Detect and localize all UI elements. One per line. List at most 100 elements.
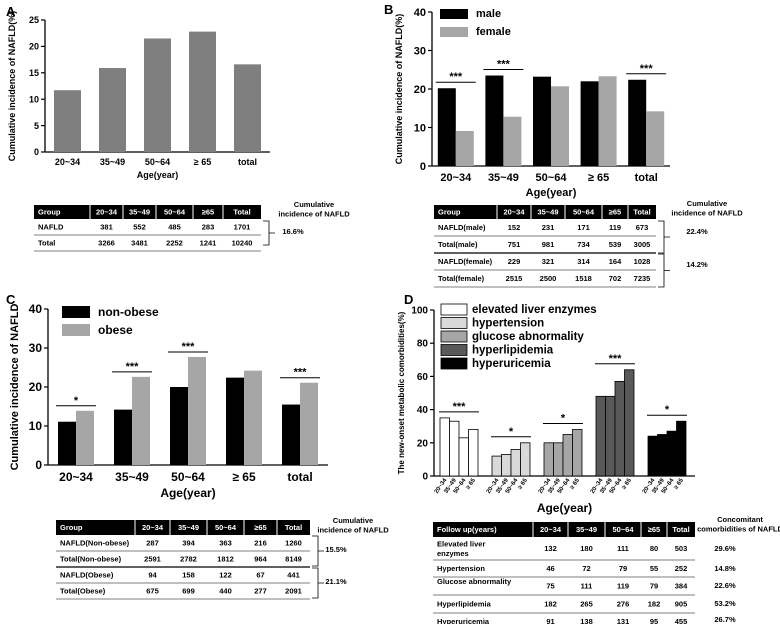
- x-tick-label: total: [635, 172, 658, 184]
- side-value: 14.8%: [714, 564, 736, 573]
- table-cell: 182: [648, 600, 661, 609]
- table-cell: 2591: [144, 555, 161, 564]
- table-header-cell: ≥65: [648, 525, 660, 534]
- x-tick-label: 50~64: [536, 172, 568, 184]
- x-tick-label: 35~49: [115, 470, 149, 484]
- table-cell: 702: [609, 274, 622, 283]
- table-cell: 3481: [131, 239, 148, 248]
- bar-non-obese-35-49: [114, 409, 132, 465]
- bar-obese-20-34: [76, 410, 94, 465]
- table-header-cell: Total: [285, 523, 302, 532]
- bar-hyperlipidemia-20-34: [595, 395, 606, 477]
- table-cell: 46: [546, 564, 554, 573]
- table-header-cell: 50~64: [573, 208, 595, 217]
- table-cell: 79: [650, 582, 658, 591]
- table-cell: 1812: [217, 555, 234, 564]
- table-header-cell: Group: [38, 208, 61, 217]
- bar-hyperlipidemia-65: [624, 369, 635, 477]
- y-tick-label: 30: [29, 341, 43, 355]
- table-header-band: [34, 205, 261, 219]
- bar-elevated-liver-enzymes-50-64: [458, 437, 469, 477]
- bar-male-50-64: [533, 76, 551, 166]
- table-cell: 539: [609, 240, 622, 249]
- table-cell: NAFLD(male): [438, 223, 486, 232]
- table-cell: 55: [650, 564, 658, 573]
- y-tick-label: 40: [417, 405, 429, 416]
- x-tick-label: 35~49: [488, 172, 519, 184]
- table-cell: 79: [619, 564, 627, 573]
- table-cell: Hypertension: [437, 564, 485, 573]
- table-cell: 132: [544, 544, 557, 553]
- table-header-cell: 20~34: [503, 208, 525, 217]
- x-tick-label: 50~64: [171, 470, 205, 484]
- side-value: 16.6%: [282, 227, 304, 236]
- table-cell: 905: [675, 600, 688, 609]
- legend-swatch-elevated-liver-enzymes: [440, 303, 468, 316]
- y-tick-label: 30: [414, 45, 426, 57]
- legend-swatch-female: [440, 27, 468, 37]
- legend-swatch-glucose-abnormality: [440, 330, 468, 343]
- side-value: 22.6%: [714, 581, 736, 590]
- x-tick-label: ≥ 65: [621, 477, 633, 491]
- legend-swatch-hyperlipidemia: [440, 344, 468, 356]
- y-tick-label: 10: [29, 419, 43, 433]
- table-cell: 131: [617, 617, 630, 624]
- table-header-cell: Group: [438, 208, 461, 217]
- table-cell: 229: [508, 257, 521, 266]
- y-tick-label: 15: [29, 68, 39, 78]
- y-tick-label: 40: [414, 7, 426, 19]
- y-axis-title: Cumulative incidence of NAFLD(%): [7, 11, 17, 162]
- table-cell: 277: [254, 587, 267, 596]
- side-value: 22.4%: [686, 227, 708, 236]
- x-tick-label: ≥ 65: [232, 470, 256, 484]
- table-cell: 119: [617, 582, 629, 591]
- bar-obese-35-49: [132, 376, 150, 465]
- table-header-cell: 50~64: [164, 208, 186, 217]
- y-tick-label: 0: [422, 472, 428, 483]
- table-cell: Total: [38, 239, 55, 248]
- y-tick-label: 0: [35, 458, 42, 472]
- table-cell: 3005: [634, 240, 651, 249]
- y-tick-label: 100: [411, 306, 428, 317]
- significance-label: ***: [640, 63, 654, 75]
- side-value: 21.1%: [325, 577, 347, 586]
- bar-male-35-49: [485, 75, 504, 166]
- table-cell: Elevated liver enzymes: [437, 540, 485, 559]
- table-cell: Total(Non-obese): [60, 555, 122, 564]
- panel-b: 0 10 20 30 40 Cumulative incidence of NAFLD(%…: [394, 7, 743, 288]
- table-header-cell: 20~34: [142, 523, 164, 532]
- legend-label-obese: obese: [98, 323, 133, 337]
- x-tick-label: ≥ 65: [517, 477, 529, 491]
- table-cell: 152: [508, 223, 521, 232]
- significance-label: ***: [453, 401, 467, 413]
- legend-swatch-male: [440, 9, 468, 19]
- side-header-line: comorbidities of NAFLD: [697, 525, 780, 534]
- table-header-cell: Total: [233, 208, 250, 217]
- bar-male-65: [580, 81, 599, 166]
- table-cell: 552: [133, 223, 146, 232]
- table-cell: 751: [508, 240, 521, 249]
- table-cell-line: Elevated liver: [437, 540, 485, 549]
- bar-elevated-liver-enzymes-35-49: [449, 420, 460, 477]
- table-cell: 287: [146, 539, 159, 548]
- side-bracket: [658, 253, 670, 288]
- significance-label: ***: [182, 341, 196, 353]
- table-cell: 182: [544, 600, 557, 609]
- table-header-cell: 50~64: [612, 525, 634, 534]
- y-tick-label: 5: [34, 121, 39, 131]
- significance-label: *: [561, 413, 566, 425]
- table-cell: 10240: [232, 239, 253, 248]
- table-header-cell: 35~49: [129, 208, 150, 217]
- table-header-cell: 50~64: [215, 523, 237, 532]
- bar-glucose-abnormality-50-64: [562, 434, 573, 477]
- table-cell: 95: [650, 617, 658, 624]
- x-tick-label: ≥ 65: [673, 477, 685, 491]
- table-cell: NAFLD(Obese): [60, 571, 114, 580]
- x-axis-title: Age(year): [137, 170, 179, 180]
- bar-female-35-49: [503, 116, 522, 166]
- table-header-band: [56, 520, 310, 535]
- bar-elevated-liver-enzymes-20-34: [439, 417, 450, 477]
- side-bracket: [312, 567, 324, 599]
- panel-c: 0 10 20 30 40 Cumulative incidence of NAFLD 20…: [9, 302, 389, 600]
- legend-label-hyperuricemia: hyperuricemia: [472, 358, 551, 370]
